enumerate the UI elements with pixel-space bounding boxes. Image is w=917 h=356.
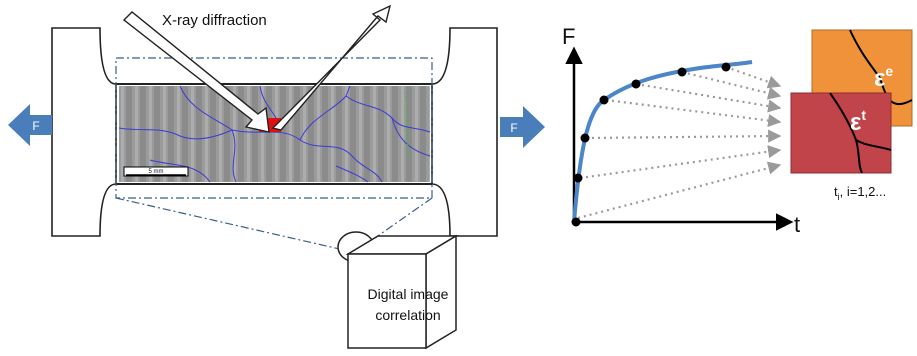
x-axis-label: t xyxy=(794,212,800,237)
scale-bar-label: 5 mm xyxy=(149,169,164,175)
total-strain-map: εt xyxy=(790,92,892,174)
scale-bar xyxy=(123,166,189,177)
data-point xyxy=(573,173,583,183)
force-right-label: F xyxy=(510,121,517,135)
force-time-plot: F t xyxy=(562,24,800,237)
force-arrow-left: F xyxy=(8,104,52,146)
elastic-strain-symbol: εe xyxy=(874,63,893,92)
total-strain-symbol: εt xyxy=(850,107,866,136)
camera-icon: Digital image correlation xyxy=(337,231,459,350)
data-point xyxy=(677,67,687,77)
xray-beams: X-ray diffraction xyxy=(122,4,392,133)
xray-label: X-ray diffraction xyxy=(162,12,267,29)
y-axis-label: F xyxy=(562,24,575,49)
data-point xyxy=(580,133,590,143)
force-left-label: F xyxy=(32,119,39,133)
right-grip xyxy=(431,27,498,237)
measurement-points xyxy=(571,62,731,227)
left-grip xyxy=(51,27,117,237)
dic-label-line2: correlation xyxy=(375,307,440,323)
data-point xyxy=(631,79,641,89)
time-index-label: ti, i=1,2... xyxy=(834,184,886,202)
force-arrow-icon xyxy=(500,106,545,148)
diffracted-beam xyxy=(271,4,392,131)
mapping-arrows xyxy=(577,65,782,220)
data-point xyxy=(721,62,731,72)
data-point xyxy=(571,217,581,227)
dic-label-line1: Digital image xyxy=(368,286,449,302)
force-curve xyxy=(572,60,753,223)
incident-beam xyxy=(122,11,270,133)
microstructure-image: 5 mm xyxy=(118,85,431,183)
data-point xyxy=(599,95,609,105)
strain-maps: εe εt ti, i=1,2... xyxy=(790,29,913,202)
force-arrow-icon xyxy=(8,104,52,146)
tensile-specimen: 5 mm xyxy=(51,27,498,251)
force-arrow-right: F xyxy=(500,106,545,148)
grain-boundaries xyxy=(118,85,431,183)
